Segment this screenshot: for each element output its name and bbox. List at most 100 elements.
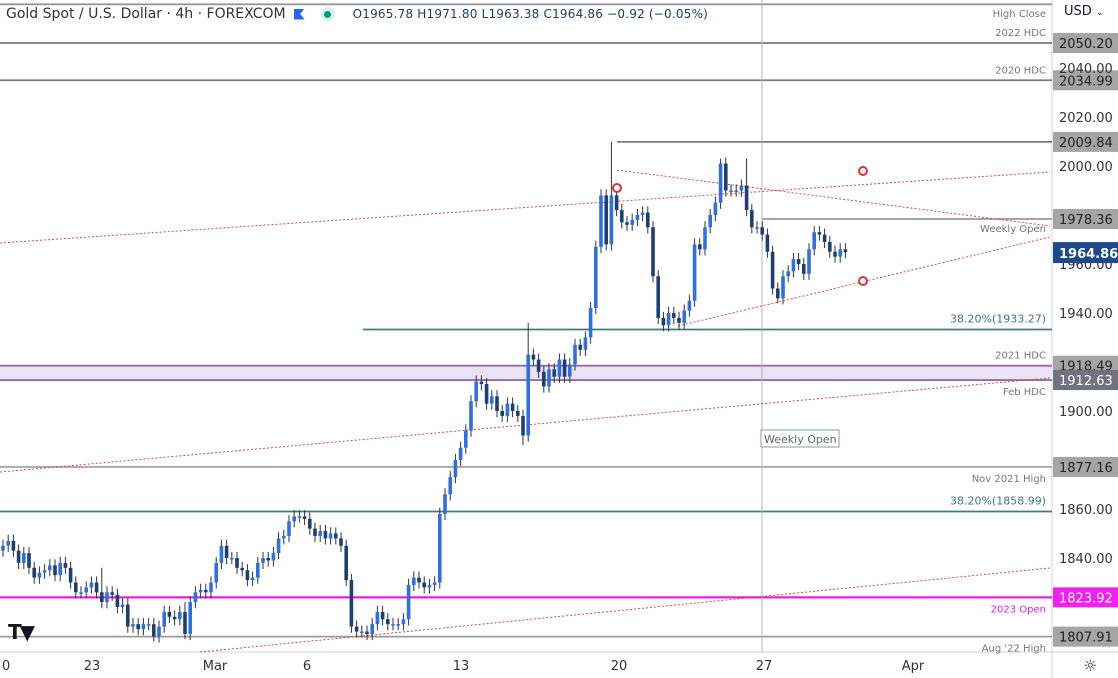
candle bbox=[552, 363, 556, 383]
settings-gear-icon[interactable]: ☼ bbox=[1083, 656, 1098, 675]
candle bbox=[781, 270, 785, 305]
candle-body bbox=[219, 545, 224, 563]
candle bbox=[396, 618, 400, 631]
candle bbox=[318, 524, 322, 543]
candle bbox=[786, 265, 790, 283]
trendline bbox=[0, 377, 1051, 473]
candle-body bbox=[666, 313, 671, 326]
candle bbox=[334, 527, 338, 545]
price-tag-label: 1978.36 bbox=[1059, 213, 1113, 228]
candle-body bbox=[250, 577, 255, 581]
candle bbox=[84, 581, 88, 599]
candle bbox=[370, 618, 374, 641]
candle-body bbox=[822, 234, 827, 242]
candle bbox=[11, 534, 16, 557]
candle-body bbox=[126, 604, 130, 627]
candle-body bbox=[578, 344, 582, 350]
candle-body bbox=[729, 190, 733, 192]
candle bbox=[287, 515, 291, 543]
candle-body bbox=[583, 337, 588, 350]
candle bbox=[703, 221, 707, 256]
candle-body bbox=[453, 460, 458, 478]
time-tick-label: Apr bbox=[902, 659, 925, 674]
candle-body bbox=[74, 582, 78, 593]
level-label: 38.20%(1933.27) bbox=[950, 312, 1046, 325]
candle bbox=[718, 158, 723, 209]
candle bbox=[412, 571, 416, 592]
candle-body bbox=[136, 624, 140, 630]
candle bbox=[230, 551, 234, 565]
candle-body bbox=[443, 494, 447, 514]
candle bbox=[120, 598, 125, 614]
candle-body bbox=[162, 611, 166, 627]
candle bbox=[536, 353, 541, 378]
candle-body bbox=[562, 359, 567, 377]
candle-body bbox=[235, 558, 239, 568]
candle-body bbox=[266, 558, 270, 561]
candle-body bbox=[282, 535, 286, 539]
candle bbox=[219, 539, 224, 570]
time-tick-label: 23 bbox=[84, 659, 101, 674]
candle-body bbox=[391, 624, 395, 626]
candle-body bbox=[79, 592, 83, 594]
candle-body bbox=[354, 626, 359, 632]
candle-body bbox=[37, 572, 42, 578]
candle bbox=[282, 529, 286, 545]
candle-body bbox=[812, 232, 816, 250]
candle bbox=[760, 221, 764, 241]
candle bbox=[339, 532, 343, 552]
candle bbox=[479, 375, 484, 391]
candle bbox=[505, 397, 510, 423]
candle bbox=[27, 546, 31, 574]
candle bbox=[573, 338, 577, 371]
level-label: 2023 Open bbox=[991, 604, 1046, 615]
candle bbox=[354, 620, 359, 638]
candle bbox=[126, 598, 130, 633]
time-tick-label: 20 bbox=[611, 659, 628, 674]
candle bbox=[562, 353, 567, 383]
candle-body bbox=[505, 403, 510, 416]
price-tick-label: 1860.00 bbox=[1059, 503, 1113, 518]
candle-body bbox=[687, 300, 692, 311]
currency-selector[interactable]: USD ⌄ bbox=[1064, 4, 1103, 19]
candle-body bbox=[651, 227, 655, 277]
candle-body bbox=[640, 212, 645, 215]
candle-body bbox=[708, 215, 712, 228]
candle bbox=[146, 618, 151, 631]
candle-body bbox=[464, 430, 468, 448]
candle bbox=[172, 610, 177, 626]
level-label: 38.20%(1858.99) bbox=[950, 494, 1046, 507]
candle bbox=[547, 363, 551, 393]
candle-body bbox=[739, 185, 744, 191]
candle bbox=[63, 556, 68, 574]
candle-body bbox=[796, 259, 801, 264]
candle bbox=[588, 301, 593, 344]
candle-body bbox=[58, 562, 62, 576]
candle bbox=[245, 564, 250, 587]
candle-body bbox=[510, 403, 515, 411]
candle bbox=[448, 471, 452, 501]
price-tag bbox=[1053, 626, 1118, 647]
candle bbox=[427, 578, 432, 594]
candle bbox=[687, 294, 692, 317]
candle-body bbox=[401, 619, 406, 625]
candle-body bbox=[458, 447, 463, 460]
candle-body bbox=[417, 577, 421, 583]
candle-body bbox=[734, 190, 738, 192]
candle-body bbox=[656, 276, 660, 318]
candle bbox=[578, 338, 582, 356]
candle bbox=[344, 539, 348, 587]
candle-body bbox=[6, 540, 10, 546]
candle-body bbox=[620, 210, 624, 223]
level-label: 2020 HDC bbox=[995, 65, 1046, 76]
candle-body bbox=[609, 195, 614, 245]
candle bbox=[791, 252, 796, 278]
flag-icon[interactable] bbox=[293, 8, 305, 20]
candle bbox=[625, 216, 629, 231]
symbol-title[interactable]: Gold Spot / U.S. Dollar · 4h · FOREXCOM bbox=[6, 6, 286, 22]
candle bbox=[1, 539, 5, 557]
candle-body bbox=[188, 602, 192, 634]
candle-body bbox=[807, 249, 811, 274]
candle bbox=[115, 588, 120, 614]
